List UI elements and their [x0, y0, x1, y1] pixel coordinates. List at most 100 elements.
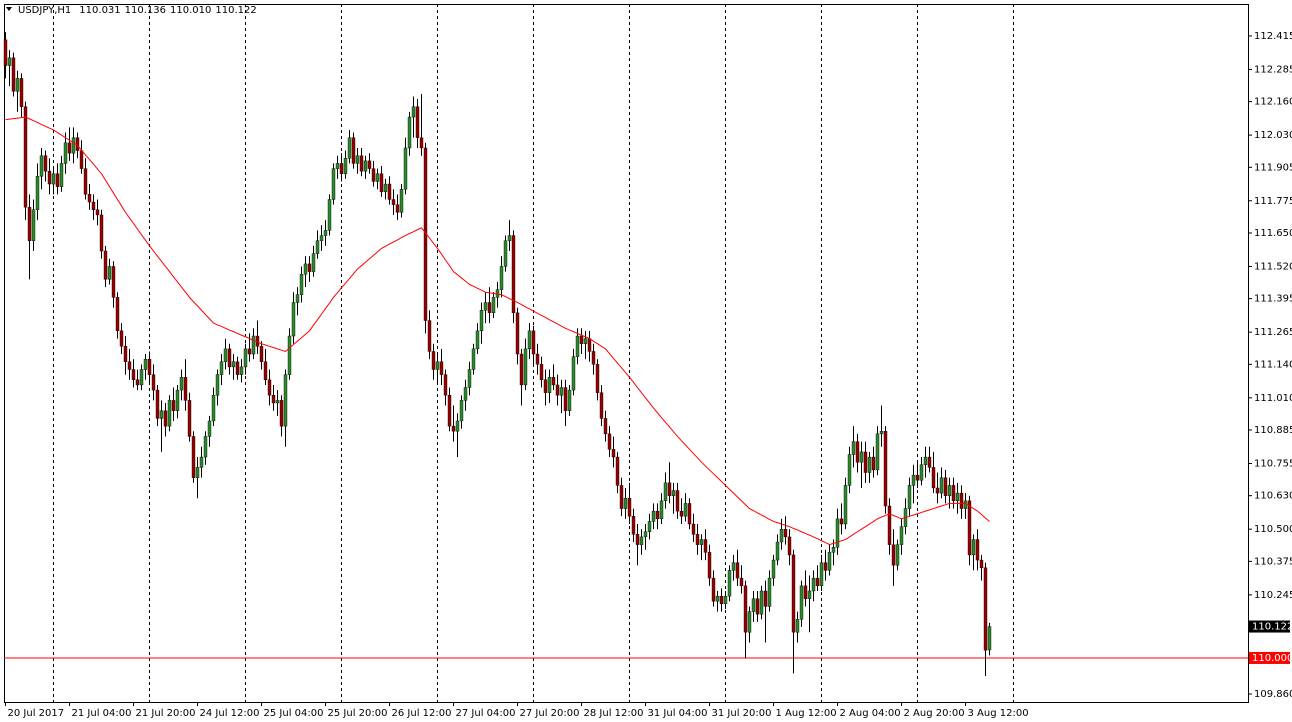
candle-body — [523, 348, 528, 386]
candle-body — [499, 266, 504, 290]
candle-body — [399, 188, 404, 213]
header: USDJPY,H1 110.031 110.136 110.010 110.122 — [18, 5, 257, 16]
candle-body — [899, 526, 904, 545]
candle-body — [947, 485, 952, 496]
candle-body — [779, 528, 784, 543]
candle-body — [935, 487, 940, 494]
candle-body — [475, 330, 480, 350]
candle-body — [703, 539, 708, 553]
candle-body — [343, 158, 348, 174]
candle-body — [975, 539, 980, 561]
candle-body — [27, 207, 32, 241]
candle-body — [163, 410, 168, 427]
plot-frame — [4, 4, 1249, 703]
candle-body — [667, 482, 672, 496]
candle-body — [719, 595, 724, 605]
y-tick-label: 110.630 — [1254, 491, 1292, 502]
candle-body — [315, 240, 320, 254]
candle-body — [99, 214, 104, 252]
header-value: 110.136 — [125, 5, 166, 16]
candle-body — [243, 348, 248, 368]
candle-body — [139, 369, 144, 386]
candle-body — [391, 199, 396, 205]
y-tick-label: 110.755 — [1254, 458, 1292, 469]
candle-body — [639, 536, 644, 545]
candle-body — [755, 598, 760, 615]
candle-body — [727, 570, 732, 597]
candle-body — [647, 521, 652, 532]
candle-body — [671, 490, 676, 496]
candle-body — [167, 400, 172, 427]
candle-body — [531, 330, 536, 355]
candle-body — [607, 433, 612, 450]
candle-body — [895, 544, 900, 566]
y-tick-label: 110.245 — [1254, 590, 1292, 601]
candle-body — [739, 577, 744, 587]
candle-body — [595, 364, 600, 393]
candle-body — [451, 425, 456, 432]
candle-body — [571, 356, 576, 391]
y-tick-label: 112.415 — [1254, 31, 1292, 42]
candle-body — [659, 500, 664, 520]
y-tick-label: 111.265 — [1254, 327, 1292, 338]
candle-body — [119, 330, 124, 347]
symbol: USDJPY,H1 — [18, 5, 71, 16]
candle-body — [123, 346, 128, 362]
candle-body — [63, 142, 68, 164]
candle-body — [147, 358, 152, 375]
candle-body — [35, 176, 40, 210]
candle-body — [939, 477, 944, 494]
candle-body — [347, 137, 352, 159]
candle-body — [875, 433, 880, 471]
y-tick-label: 111.650 — [1254, 228, 1292, 239]
candle-body — [447, 395, 452, 427]
candle-body — [943, 477, 948, 496]
candle-body — [227, 348, 232, 368]
y-tick-label: 109.860 — [1254, 689, 1292, 700]
candle-body — [815, 577, 820, 587]
candle-body — [843, 485, 848, 525]
candle-body — [259, 346, 264, 362]
candle-body — [219, 361, 224, 375]
y-tick-label: 111.905 — [1254, 162, 1292, 173]
candle-body — [311, 253, 316, 272]
candle-body — [487, 302, 492, 314]
candle-body — [675, 490, 680, 512]
candle-body — [963, 500, 968, 509]
candle-body — [547, 377, 552, 393]
candle-body — [587, 338, 592, 352]
candle-body — [19, 78, 24, 107]
candle-body — [603, 418, 608, 435]
level-price-box — [1249, 651, 1290, 664]
candle-body — [867, 456, 872, 473]
candle-body — [583, 338, 588, 344]
candle-body — [543, 379, 548, 393]
candle-body — [331, 168, 336, 200]
candle-body — [267, 379, 272, 396]
candle-body — [319, 235, 324, 241]
candle-body — [715, 595, 720, 602]
header-value: 110.031 — [79, 5, 120, 16]
candle-body — [623, 498, 628, 509]
last-price-label: 110.122 — [1252, 622, 1292, 633]
candle-body — [907, 485, 912, 509]
candle-body — [283, 374, 288, 427]
candle-body — [231, 361, 236, 368]
candle-body — [291, 302, 296, 337]
candle-body — [71, 137, 76, 154]
candle-body — [103, 250, 108, 280]
candle-body — [187, 400, 192, 437]
candle-body — [835, 518, 840, 548]
candle-body — [159, 410, 164, 419]
candle-body — [407, 116, 412, 149]
candle-body — [559, 387, 564, 396]
candle-body — [355, 155, 360, 164]
x-tick-label: 27 Jul 20:00 — [520, 708, 580, 719]
level-price-label: 110.000 — [1252, 653, 1292, 664]
candle-body — [735, 562, 740, 579]
candle-body — [743, 585, 748, 633]
candle-body — [515, 312, 520, 355]
candle-body — [51, 173, 56, 185]
candle-body — [967, 500, 972, 556]
